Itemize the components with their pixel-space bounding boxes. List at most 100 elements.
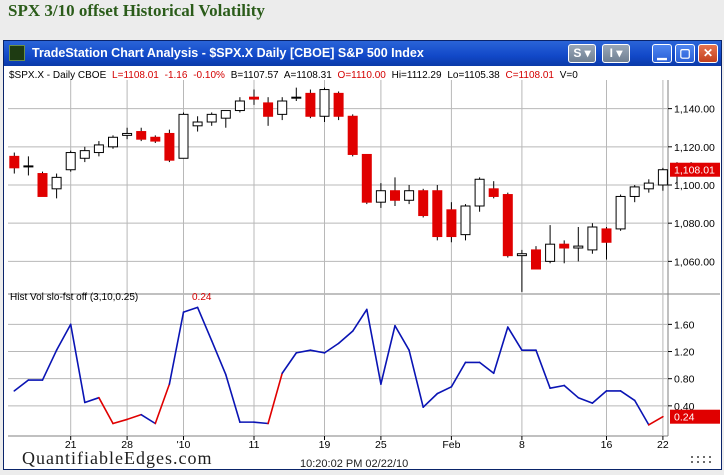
- candle: [559, 240, 570, 264]
- close-price: C=1108.01: [505, 70, 554, 81]
- candle-body: [206, 113, 217, 123]
- percent-change: -0.10%: [193, 70, 225, 81]
- candle: [390, 177, 400, 206]
- candle: [305, 89, 316, 119]
- candle: [516, 249, 527, 292]
- candle: [206, 112, 217, 126]
- hv-line-segment: [647, 415, 664, 426]
- candle: [361, 153, 372, 205]
- candle-body: [9, 155, 20, 169]
- price-tick-label: 1,060.00: [674, 256, 715, 268]
- window-titlebar[interactable]: TradeStation Chart Analysis - $SPX.X Dai…: [4, 41, 721, 66]
- candle-body: [263, 102, 274, 117]
- hv-line-segment: [619, 390, 636, 402]
- hv-line-segment: [591, 390, 608, 404]
- minimize-button[interactable]: ▁: [652, 44, 672, 63]
- candle-body: [615, 195, 626, 230]
- time-tick-label: 11: [249, 439, 260, 451]
- close-button[interactable]: ✕: [698, 44, 718, 63]
- candle: [51, 173, 62, 199]
- time-tick-label: 25: [375, 439, 387, 451]
- candle: [573, 227, 584, 262]
- time-tick-label: '10: [177, 439, 191, 451]
- candle-body: [249, 96, 259, 100]
- candle-body: [150, 136, 161, 142]
- candle: [333, 91, 344, 121]
- candle-body: [164, 132, 175, 161]
- candle-body: [432, 190, 443, 238]
- hv-line-segment: [309, 349, 326, 354]
- hv-line-segment: [253, 421, 269, 425]
- hv-line-segment: [492, 326, 509, 375]
- hv-line-segment: [450, 361, 467, 388]
- window-title: TradeStation Chart Analysis - $SPX.X Dai…: [32, 46, 424, 60]
- candle: [220, 110, 231, 128]
- candle: [150, 135, 161, 143]
- s-menu-button[interactable]: S ▾: [568, 44, 596, 63]
- time-tick-label: 19: [319, 439, 331, 451]
- hv-line-segment: [154, 383, 171, 425]
- candle: [531, 246, 541, 270]
- candle-body: [643, 182, 654, 190]
- time-tick-label: 22: [657, 439, 669, 451]
- candle: [277, 97, 288, 121]
- candle: [234, 97, 245, 113]
- hv-line-segment: [55, 323, 72, 351]
- candle: [629, 185, 640, 203]
- candle: [178, 112, 189, 159]
- time-tick-label: 16: [601, 439, 613, 451]
- candle: [291, 87, 302, 101]
- candle-body: [23, 165, 34, 168]
- hv-line-segment: [422, 392, 439, 409]
- price-tick-label: 1,120.00: [674, 142, 715, 154]
- hv-line-segment: [210, 339, 227, 376]
- candle-body: [390, 190, 400, 201]
- chart-window: TradeStation Chart Analysis - $SPX.X Dai…: [3, 40, 722, 470]
- close-icon: ✕: [702, 46, 714, 60]
- candle-body: [460, 205, 471, 236]
- candle: [587, 223, 598, 254]
- volume: V=0: [559, 70, 578, 81]
- candle: [122, 127, 133, 140]
- candle: [164, 129, 175, 163]
- candle-body: [108, 136, 118, 148]
- maximize-icon: ▢: [679, 46, 691, 60]
- candle-body: [531, 249, 541, 270]
- page-title: SPX 3/10 offset Historical Volatility: [8, 1, 265, 20]
- candle-body: [93, 144, 104, 154]
- candle: [502, 192, 513, 258]
- time-tick-label: Feb: [442, 439, 460, 451]
- candle-body: [319, 89, 330, 117]
- hv-line-segment: [267, 372, 284, 425]
- candle: [375, 183, 386, 208]
- quote-info-line: $SPX.X - Daily CBOE L=1108.01 -1.16 -0.1…: [9, 70, 581, 81]
- resize-grip-icon[interactable]: [685, 452, 719, 466]
- hv-line-segment: [408, 349, 425, 409]
- open-price: O=1110.00: [337, 70, 386, 81]
- watermark: QuantifiableEdges.com: [22, 448, 213, 468]
- candle: [79, 146, 90, 163]
- last-hv-tag: [670, 409, 720, 424]
- hv-line-segment: [98, 396, 114, 425]
- maximize-button[interactable]: ▢: [675, 44, 695, 63]
- hv-tick-label: 1.60: [674, 319, 695, 331]
- candle-body: [657, 169, 668, 186]
- indicator-label: Hist Vol slo-fst off (3,10,0.25): [10, 292, 138, 303]
- candle-body: [122, 132, 133, 136]
- i-menu-button[interactable]: I ▾: [602, 44, 630, 63]
- hv-line-segment: [337, 330, 354, 345]
- hv-line-segment: [380, 324, 396, 385]
- candle: [23, 156, 34, 176]
- hv-line-segment: [295, 349, 312, 354]
- hv-line-segment: [69, 323, 86, 404]
- candle-body: [474, 178, 485, 207]
- hv-line-segment: [549, 384, 566, 389]
- symbol-label: $SPX.X - Daily CBOE: [9, 70, 107, 81]
- price-tick-label: 1,100.00: [674, 180, 715, 192]
- candle: [263, 97, 274, 126]
- candle: [657, 167, 668, 191]
- candle-body: [277, 100, 288, 115]
- time-tick-label: 8: [519, 439, 525, 451]
- candle-body: [37, 173, 48, 197]
